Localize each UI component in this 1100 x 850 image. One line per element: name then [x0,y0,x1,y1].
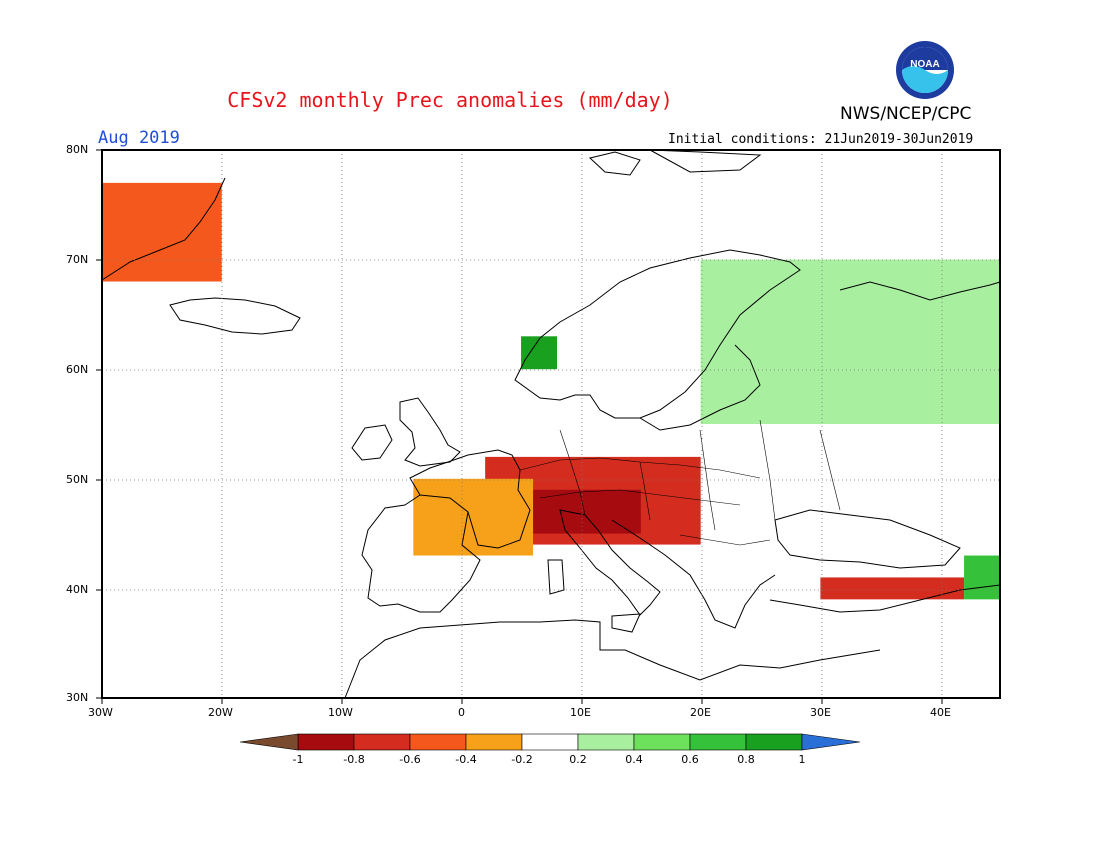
balkan-coast [611,519,776,629]
colorbar-box-6 [577,733,635,751]
france-coast [409,449,531,549]
colorbar-box-1 [297,733,355,751]
colorbar-left-arrow [239,733,299,751]
colorbar-label-5: 0.2 [569,753,587,766]
arctic-islands-coast [649,149,762,173]
tick-marks [96,149,943,704]
colorbar-label-2: -0.6 [399,753,420,766]
colorbar-label-9: 1 [799,753,806,766]
chart-title: CFSv2 monthly Prec anomalies (mm/day) [227,88,673,112]
north-africa-coast [344,619,881,699]
lon-tick-30w: 30W [88,706,113,719]
logo-text: NOAA [910,59,939,70]
black-sea-coast [774,509,961,569]
colorbar-label-1: -0.8 [343,753,364,766]
ireland-coast [351,424,393,461]
colorbar-label-3: -0.4 [455,753,476,766]
lat-tick-50n: 50N [66,473,89,486]
colorbar-box-2 [353,733,411,751]
iceland-coast [169,297,301,335]
lat-tick-80n: 80N [66,143,89,156]
colorbar-boxes [239,733,861,751]
lon-tick-10e: 10E [570,706,591,719]
map-frame [101,149,1001,699]
border-4 [639,461,651,521]
lon-tick-40e: 40E [930,706,951,719]
month-label: Aug 2019 [98,128,180,148]
gridlines [102,150,1000,698]
noaa-logo: NOAA [896,41,954,99]
scandinavia-coast [514,249,801,419]
colorbar-label-8: 0.8 [737,753,755,766]
border-2 [539,489,741,506]
colorbar-labels: -1 -0.8 -0.6 -0.4 -0.2 0.2 0.4 0.6 0.8 1 [293,753,806,766]
colorbar-label-4: -0.2 [511,753,532,766]
lat-tick-60n: 60N [66,363,89,376]
colorbar-box-8 [689,733,747,751]
lat-tick-40n: 40N [66,583,89,596]
lat-tick-70n: 70N [66,253,89,266]
anomaly-region-3 [820,577,965,600]
anomaly-region-6 [521,336,557,370]
iberia-coast [361,494,481,613]
agency-label: NWS/NCEP/CPC [840,104,972,124]
colorbar-box-3 [409,733,467,751]
britain-coast [399,397,461,467]
baltic-coast [639,344,761,431]
lon-tick-10w: 10W [328,706,353,719]
sardinia-coast [547,559,565,595]
lon-tick-0: 0 [458,706,465,719]
colorbar-box-5 [521,733,579,751]
colorbar-box-7 [633,733,691,751]
colorbar-label-7: 0.6 [681,753,699,766]
border-3 [559,429,586,516]
border-6 [759,419,776,521]
colorbar-label-6: 0.4 [625,753,643,766]
colorbar-right-arrow [801,733,861,751]
country-borders [519,419,841,546]
lat-tick-30n: 30N [66,691,89,704]
coastlines [101,149,1001,699]
border-8 [679,534,771,546]
anomaly-region-4 [102,182,222,282]
lon-tick-20e: 20E [690,706,711,719]
greenland-coast [101,177,226,281]
russia-coast [839,281,1001,301]
lon-tick-20w: 20W [208,706,233,719]
border-5 [699,429,716,531]
anomaly-region-7 [964,555,1000,600]
initial-conditions: Initial conditions: 21Jun2019-30Jun2019 [668,132,974,147]
lon-tick-30e: 30E [810,706,831,719]
colorbar-box-4 [465,733,523,751]
turkey-coast [769,584,1001,613]
colorbar-box-9 [745,733,803,751]
border-7 [819,429,841,511]
sicily-coast [611,613,641,633]
colorbar-label-0: -1 [293,753,304,766]
anomaly-region-1 [533,489,641,534]
italy-coast [559,509,661,616]
svalbard-coast [588,151,641,176]
